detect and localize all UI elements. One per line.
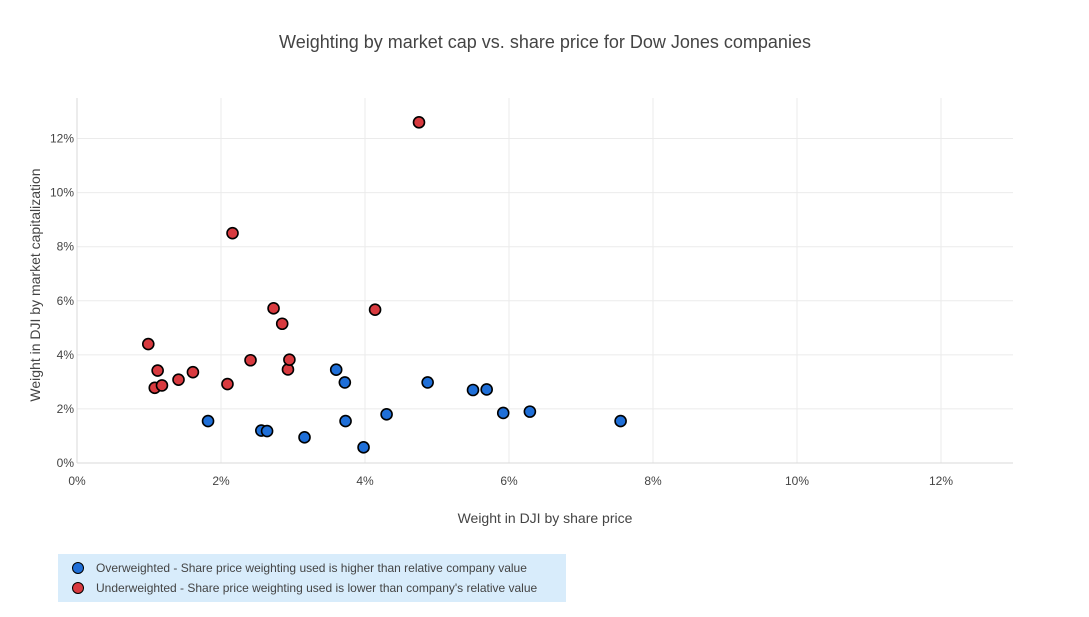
y-tick-label: 6% (57, 294, 75, 308)
y-tick-label: 0% (57, 456, 75, 470)
x-tick-label: 10% (785, 474, 809, 488)
x-axis-title: Weight in DJI by share price (458, 510, 633, 526)
legend-label-overweighted: Overweighted - Share price weighting use… (96, 561, 527, 575)
legend-marker-underweighted (72, 582, 84, 594)
data-point-overweighted[interactable] (357, 441, 370, 454)
data-point-overweighted[interactable] (421, 376, 434, 389)
x-tick-label: 0% (68, 474, 86, 488)
data-point-underweighted[interactable] (221, 377, 234, 391)
data-point-underweighted[interactable] (172, 373, 185, 387)
data-point-overweighted[interactable] (298, 431, 311, 444)
data-point-underweighted[interactable] (412, 116, 426, 129)
legend[interactable]: Overweighted - Share price weighting use… (58, 554, 566, 602)
x-tick-label: 12% (929, 474, 953, 488)
data-point-overweighted[interactable] (329, 363, 343, 377)
data-point-underweighted[interactable] (368, 303, 382, 317)
data-points (141, 116, 627, 454)
y-tick-label: 8% (57, 240, 75, 254)
y-tick-label: 10% (50, 186, 74, 200)
data-point-underweighted[interactable] (275, 317, 289, 331)
legend-item-underweighted[interactable]: Underweighted - Share price weighting us… (72, 578, 537, 598)
x-tick-label: 6% (500, 474, 518, 488)
legend-item-overweighted[interactable]: Overweighted - Share price weighting use… (72, 558, 527, 578)
data-point-overweighted[interactable] (480, 383, 493, 396)
data-point-overweighted[interactable] (260, 424, 274, 438)
data-point-underweighted[interactable] (226, 226, 239, 240)
data-point-underweighted[interactable] (155, 379, 169, 392)
y-tick-label: 12% (50, 132, 74, 146)
data-point-underweighted[interactable] (151, 364, 164, 377)
grid (77, 98, 1013, 464)
data-point-overweighted[interactable] (466, 383, 480, 397)
data-point-overweighted[interactable] (614, 414, 627, 428)
data-point-overweighted[interactable] (523, 405, 537, 418)
y-axis-title: Weight in DJI by market capitalization (27, 168, 43, 401)
y-tick-label: 4% (57, 348, 75, 362)
data-point-overweighted[interactable] (339, 414, 352, 428)
y-tick-label: 2% (57, 402, 75, 416)
legend-label-underweighted: Underweighted - Share price weighting us… (96, 581, 538, 595)
data-point-underweighted[interactable] (186, 365, 200, 379)
data-point-overweighted[interactable] (201, 414, 215, 428)
axes: 0% 2% 4% 6% 8% 10% 12% 0% 2% 4% 6% 8% 10% 12% (50, 98, 1013, 488)
data-point-overweighted[interactable] (338, 376, 352, 389)
data-point-underweighted[interactable] (244, 353, 257, 367)
x-tick-label: 4% (356, 474, 374, 488)
x-tick-label: 2% (212, 474, 230, 488)
chart-title: Weighting by market cap vs. share price … (279, 32, 811, 52)
data-point-underweighted[interactable] (283, 353, 296, 367)
x-tick-label: 8% (644, 474, 662, 488)
data-point-underweighted[interactable] (141, 337, 155, 351)
legend-marker-overweighted (72, 562, 84, 574)
data-point-overweighted[interactable] (380, 408, 393, 421)
data-point-overweighted[interactable] (496, 406, 510, 420)
data-point-underweighted[interactable] (267, 302, 280, 315)
